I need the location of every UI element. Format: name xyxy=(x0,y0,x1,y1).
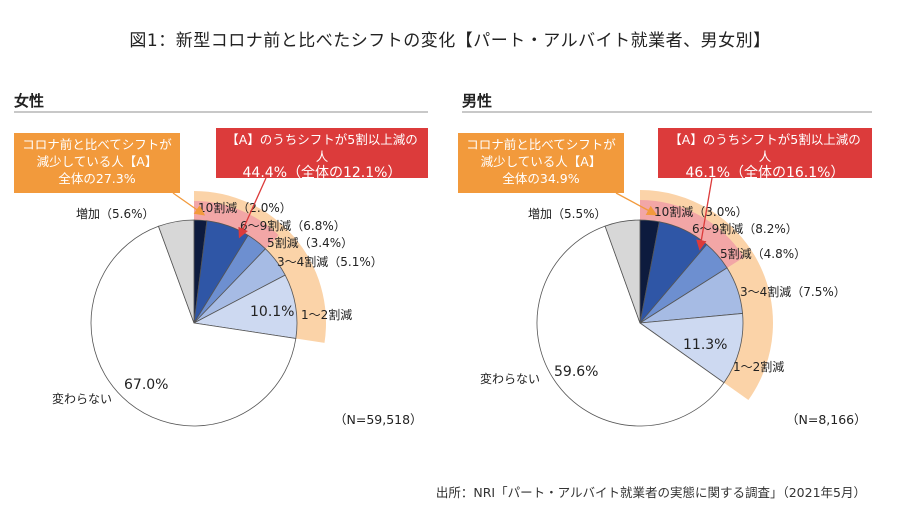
callout-major-male-line1: 【A】のうちシフトが5割以上減の人 xyxy=(669,132,861,164)
pie-chart-female: 10割減（2.0%） 6～9割減（6.8%） 5割減（3.4%） 3～4割減（5.1%… xyxy=(52,177,423,427)
slice-label-0: 10割減（3.0%） xyxy=(654,204,748,219)
callout-major-female-line2: 44.4%（全体の12.1%） xyxy=(242,165,402,181)
slice-label-2: 5割減（3.4%） xyxy=(267,235,353,250)
panel-female: 女性 10割減（2.0%） 6～9割減（6.8%） 5割減（3.4%） 3～4割減（5… xyxy=(14,92,428,427)
callout-major-female-line1: 【A】のうちシフトが5割以上減の人 xyxy=(226,132,418,164)
slice-value-4: 10.1% xyxy=(250,304,294,320)
panel-male: 男性 10割減（3.0%） 6～9割減（8.2%） 5割減（4.8%） 3～4割減（7… xyxy=(450,0,900,520)
arrow-major xyxy=(696,177,713,251)
callout-total-female: コロナ前と比べてシフトが 減少している人【A】 全体の27.3% xyxy=(14,133,180,193)
panel-rule-female xyxy=(14,111,428,113)
panel-rule-male xyxy=(462,111,872,113)
arrow-major xyxy=(238,177,267,239)
slice-value-5: 67.0% xyxy=(124,377,168,393)
slice-label-3: 3～4割減（5.1%） xyxy=(277,254,383,269)
slice-label-3: 3～4割減（7.5%） xyxy=(740,284,846,299)
pie-chart-male: 10割減（3.0%） 6～9割減（8.2%） 5割減（4.8%） 3～4割減（7.5%… xyxy=(480,177,867,427)
slice-label-2: 5割減（4.8%） xyxy=(720,246,806,261)
slice-label-5: 変わらない xyxy=(480,371,540,386)
panel-title-male: 男性 xyxy=(462,92,493,110)
pie-slice-5 xyxy=(90,225,297,427)
callout-total-male-line1: コロナ前と比べてシフトが xyxy=(466,137,616,152)
arrow-total xyxy=(615,192,658,216)
callout-total-male-line3: 全体の34.9% xyxy=(502,171,580,186)
callout-total-female-line2: 減少している人【A】 xyxy=(36,154,158,169)
slice-label-4: 1～2割減 xyxy=(733,359,784,374)
slice-label-5: 変わらない xyxy=(52,391,112,406)
slice-value-4: 11.3% xyxy=(683,337,727,353)
slice-label-6: 増加（5.6%） xyxy=(76,207,155,221)
pie-slice-4 xyxy=(638,313,744,384)
callout-major-male: 【A】のうちシフトが5割以上減の人 46.1%（全体の16.1%） xyxy=(658,128,872,181)
pie-slice-6 xyxy=(157,219,195,324)
callout-total-male-line2: 減少している人【A】 xyxy=(480,154,602,169)
chart-title: 図1：新型コロナ前と比べたシフトの変化【パート・アルバイト就業者、男女別】 xyxy=(129,31,771,51)
source-note: 出所：NRI「パート・アルバイト就業者の実態に関する調査」（2021年5月） xyxy=(435,485,866,500)
slice-label-0: 10割減（2.0%） xyxy=(198,200,292,215)
pie-slice-6 xyxy=(604,219,641,324)
slice-value-5: 59.6% xyxy=(554,364,598,380)
slice-label-4: 1～2割減 xyxy=(301,307,352,322)
slice-label-6: 増加（5.5%） xyxy=(528,207,607,221)
callout-major-male-line2: 46.1%（全体の16.1%） xyxy=(685,165,845,181)
callout-total-female-line1: コロナ前と比べてシフトが xyxy=(22,137,172,152)
callout-major-female: 【A】のうちシフトが5割以上減の人 44.4%（全体の12.1%） xyxy=(216,128,428,181)
slice-label-1: 6～9割減（8.2%） xyxy=(692,221,798,236)
panel-title-female: 女性 xyxy=(14,92,45,110)
sample-size-label: （N=8,166） xyxy=(786,412,867,427)
callout-total-female-line3: 全体の27.3% xyxy=(58,171,136,186)
callout-total-male: コロナ前と比べてシフトが 減少している人【A】 全体の34.9% xyxy=(458,133,624,193)
sample-size-label: （N=59,518） xyxy=(334,412,423,427)
pie-slice-5 xyxy=(536,225,725,427)
arrow-total xyxy=(172,192,206,216)
slice-label-1: 6～9割減（6.8%） xyxy=(240,218,346,233)
